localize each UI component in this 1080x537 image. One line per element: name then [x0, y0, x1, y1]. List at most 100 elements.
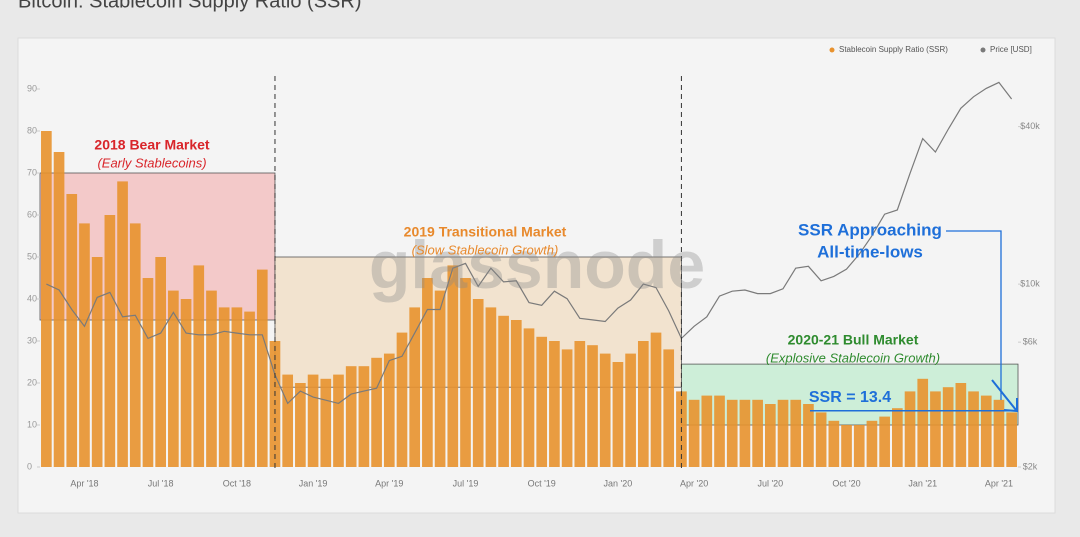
bar	[764, 404, 776, 467]
region-label: 2019 Transitional Market	[404, 224, 567, 240]
y-tick-label: 90	[27, 83, 37, 93]
bar	[904, 391, 916, 467]
bar	[726, 399, 738, 467]
bar	[91, 257, 103, 467]
bar	[777, 399, 789, 467]
bar	[155, 257, 166, 467]
price-line	[46, 81, 1013, 405]
chart-title: Bitcoin: Stablecoin Supply Ratio (SSR)	[18, 0, 362, 12]
x-tick-label: Apr '21	[985, 478, 1013, 488]
bar	[66, 194, 78, 467]
bar	[879, 416, 890, 467]
bar	[244, 311, 255, 467]
bar	[409, 307, 421, 467]
y-tick-label: 50	[27, 251, 37, 261]
callout-arrowhead	[1003, 398, 1018, 413]
y-tick-label: 10	[27, 419, 37, 429]
bar	[853, 425, 865, 467]
bar	[587, 345, 598, 467]
bar	[510, 320, 522, 467]
y2-tick-label: $40k	[1020, 121, 1040, 131]
bar	[1006, 412, 1017, 467]
bar	[841, 425, 852, 467]
bar	[460, 278, 471, 467]
bar	[701, 395, 713, 467]
y-tick-label: 20	[27, 377, 37, 387]
bar	[41, 131, 52, 467]
bar	[447, 265, 459, 467]
bar	[892, 408, 903, 467]
callout-arrow	[991, 379, 1017, 411]
x-tick-label: Jan '20	[604, 478, 633, 488]
bar	[53, 152, 65, 467]
watermark: glassnode	[369, 227, 705, 303]
bar	[599, 353, 611, 467]
x-tick-label: Jul '20	[757, 478, 783, 488]
x-tick-label: Jul '18	[148, 478, 174, 488]
bar	[955, 383, 967, 467]
bar	[472, 299, 484, 467]
y-tick-label: 70	[27, 167, 37, 177]
legend-swatch	[829, 47, 835, 53]
y-tick-label: 80	[27, 125, 37, 135]
bar	[79, 223, 90, 467]
bar	[206, 290, 217, 467]
bar	[333, 374, 344, 467]
x-tick-label: Oct '20	[832, 478, 860, 488]
y2-tick-label: $10k	[1020, 279, 1040, 289]
callout-text: SSR Approaching	[798, 220, 942, 239]
y-tick-label: 30	[27, 335, 37, 345]
bar	[129, 223, 141, 467]
bar	[866, 420, 878, 467]
bar	[828, 420, 840, 467]
bar	[536, 336, 548, 467]
region-label: 2020-21 Bull Market	[788, 332, 919, 348]
bar	[358, 366, 370, 467]
region-label: 2018 Bear Market	[94, 137, 210, 153]
bar	[485, 307, 497, 467]
x-tick-label: Apr '19	[375, 478, 403, 488]
bar	[396, 332, 408, 467]
bar	[790, 399, 802, 467]
bar	[523, 328, 535, 467]
bar	[993, 399, 1005, 467]
bar	[295, 383, 306, 467]
bar	[574, 341, 586, 467]
bar	[803, 404, 814, 467]
bar	[650, 332, 662, 467]
legend-label: Price [USD]	[990, 45, 1032, 54]
legend-label: Stablecoin Supply Ratio (SSR)	[839, 45, 948, 54]
y-tick-label: 40	[27, 293, 37, 303]
x-tick-label: Jul '19	[453, 478, 479, 488]
bar	[256, 269, 268, 467]
bar	[320, 378, 332, 467]
bar	[663, 349, 675, 467]
x-tick-label: Oct '18	[223, 478, 251, 488]
bar	[688, 399, 700, 467]
bar	[231, 307, 243, 467]
bar	[371, 357, 382, 467]
bar	[345, 366, 357, 467]
bar	[218, 307, 230, 467]
x-tick-label: Jan '19	[299, 478, 328, 488]
bar	[168, 290, 179, 467]
y2-tick-label: $6k	[1023, 337, 1038, 347]
bar	[549, 341, 560, 467]
y2-tick-label: $2k	[1023, 461, 1038, 471]
bar	[422, 278, 433, 467]
bar	[117, 181, 128, 467]
bar	[383, 353, 395, 467]
x-tick-label: Jan '21	[908, 478, 937, 488]
bar	[637, 341, 649, 467]
legend-swatch	[980, 47, 986, 53]
bar	[142, 278, 154, 467]
bar	[625, 353, 636, 467]
bar	[180, 299, 192, 467]
bar	[307, 374, 319, 467]
bar	[561, 349, 573, 467]
ssr-label: SSR = 13.4	[809, 389, 891, 406]
region-sublabel: (Early Stablecoins)	[97, 155, 206, 170]
region-sublabel: (Slow Stablecoin Growth)	[412, 242, 559, 257]
x-tick-label: Apr '18	[70, 478, 98, 488]
